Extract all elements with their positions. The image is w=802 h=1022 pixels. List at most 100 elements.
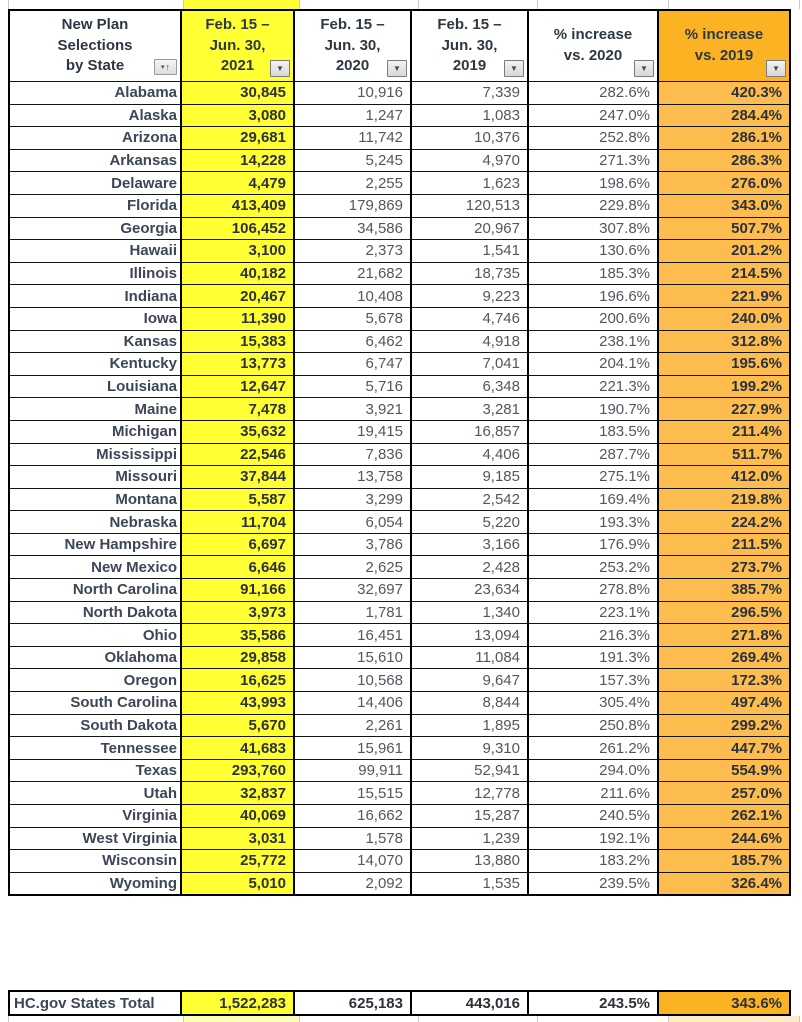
state-cell[interactable]: Wisconsin [8,849,182,873]
value-2020-cell[interactable]: 14,406 [293,691,412,715]
pct-2019-cell[interactable]: 199.2% [657,374,791,399]
header-pct-vs-2020-column[interactable]: % increase vs. 2020 ▼ [527,9,659,82]
pct-2020-cell[interactable]: 192.1% [527,826,659,851]
pct-2019-cell[interactable]: 420.3% [657,81,791,105]
value-2019-cell[interactable]: 4,970 [410,148,529,173]
pct-2020-cell[interactable]: 247.0% [527,103,659,128]
pct-2019-cell[interactable]: 240.0% [657,306,791,331]
total-2019-cell[interactable]: 443,016 [410,990,529,1016]
pct-2019-cell[interactable]: 286.1% [657,126,791,150]
pct-2020-cell[interactable]: 204.1% [527,352,659,376]
pct-2019-cell[interactable]: 385.7% [657,578,791,602]
state-cell[interactable]: Virginia [8,804,182,828]
state-cell[interactable]: Nebraska [8,510,182,534]
value-2020-cell[interactable]: 2,373 [293,239,412,263]
total-2020-cell[interactable]: 625,183 [293,990,412,1016]
total-2021-cell[interactable]: 1,522,283 [180,990,295,1016]
header-2019-column[interactable]: Feb. 15 – Jun. 30, 2019 ▼ [410,9,529,82]
state-cell[interactable]: Alabama [8,81,182,105]
pct-2019-cell[interactable]: 326.4% [657,871,791,896]
value-2021-cell[interactable]: 16,625 [180,668,295,693]
state-cell[interactable]: Alaska [8,103,182,128]
state-cell[interactable]: Wyoming [8,871,182,896]
state-cell[interactable]: New Hampshire [8,532,182,557]
state-cell[interactable]: West Virginia [8,826,182,851]
value-2019-cell[interactable]: 11,084 [410,645,529,670]
value-2019-cell[interactable]: 1,340 [410,600,529,625]
pct-2020-cell[interactable]: 239.5% [527,871,659,896]
value-2020-cell[interactable]: 16,662 [293,804,412,828]
value-2021-cell[interactable]: 5,587 [180,487,295,512]
pct-2019-cell[interactable]: 273.7% [657,555,791,580]
pct-2019-cell[interactable]: 447.7% [657,736,791,760]
value-2019-cell[interactable]: 5,220 [410,510,529,534]
header-2020-column[interactable]: Feb. 15 – Jun. 30, 2020 ▼ [293,9,412,82]
value-2019-cell[interactable]: 13,094 [410,623,529,647]
pct-2020-cell[interactable]: 196.6% [527,284,659,308]
value-2019-cell[interactable]: 20,967 [410,216,529,241]
value-2021-cell[interactable]: 91,166 [180,578,295,602]
value-2019-cell[interactable]: 7,339 [410,81,529,105]
value-2019-cell[interactable]: 1,623 [410,171,529,195]
value-2020-cell[interactable]: 16,451 [293,623,412,647]
pct-2020-cell[interactable]: 287.7% [527,442,659,467]
pct-2020-cell[interactable]: 275.1% [527,465,659,489]
pct-2019-cell[interactable]: 276.0% [657,171,791,195]
value-2020-cell[interactable]: 179,869 [293,193,412,218]
value-2019-cell[interactable]: 23,634 [410,578,529,602]
value-2021-cell[interactable]: 4,479 [180,171,295,195]
value-2021-cell[interactable]: 29,681 [180,126,295,150]
value-2019-cell[interactable]: 2,542 [410,487,529,512]
value-2021-cell[interactable]: 5,670 [180,713,295,738]
pct-2020-cell[interactable]: 294.0% [527,758,659,783]
value-2020-cell[interactable]: 1,781 [293,600,412,625]
value-2021-cell[interactable]: 13,773 [180,352,295,376]
value-2020-cell[interactable]: 10,568 [293,668,412,693]
pct-2019-cell[interactable]: 214.5% [657,261,791,286]
pct-2020-cell[interactable]: 200.6% [527,306,659,331]
pct-2020-cell[interactable]: 305.4% [527,691,659,715]
pct-2019-cell[interactable]: 269.4% [657,645,791,670]
value-2020-cell[interactable]: 14,070 [293,849,412,873]
pct-2020-cell[interactable]: 193.3% [527,510,659,534]
value-2021-cell[interactable]: 20,467 [180,284,295,308]
pct-2020-cell[interactable]: 261.2% [527,736,659,760]
filter-dropdown-button[interactable]: ▼ [504,60,524,77]
value-2021-cell[interactable]: 41,683 [180,736,295,760]
pct-2020-cell[interactable]: 185.3% [527,261,659,286]
value-2020-cell[interactable]: 5,678 [293,306,412,331]
value-2021-cell[interactable]: 12,647 [180,374,295,399]
value-2020-cell[interactable]: 15,610 [293,645,412,670]
filter-dropdown-button[interactable]: ▼ [387,60,407,77]
value-2020-cell[interactable]: 15,515 [293,781,412,805]
value-2020-cell[interactable]: 2,255 [293,171,412,195]
pct-2020-cell[interactable]: 250.8% [527,713,659,738]
pct-2019-cell[interactable]: 271.8% [657,623,791,647]
value-2020-cell[interactable]: 99,911 [293,758,412,783]
state-cell[interactable]: Delaware [8,171,182,195]
total-pct-2019-cell[interactable]: 343.6% [657,990,791,1016]
value-2021-cell[interactable]: 106,452 [180,216,295,241]
pct-2019-cell[interactable]: 257.0% [657,781,791,805]
value-2020-cell[interactable]: 19,415 [293,419,412,444]
value-2020-cell[interactable]: 11,742 [293,126,412,150]
value-2021-cell[interactable]: 14,228 [180,148,295,173]
state-cell[interactable]: Hawaii [8,239,182,263]
value-2020-cell[interactable]: 6,054 [293,510,412,534]
value-2020-cell[interactable]: 5,245 [293,148,412,173]
value-2021-cell[interactable]: 35,586 [180,623,295,647]
state-cell[interactable]: Michigan [8,419,182,444]
pct-2019-cell[interactable]: 299.2% [657,713,791,738]
state-cell[interactable]: Ohio [8,623,182,647]
state-cell[interactable]: Illinois [8,261,182,286]
state-cell[interactable]: Oklahoma [8,645,182,670]
value-2019-cell[interactable]: 3,166 [410,532,529,557]
pct-2019-cell[interactable]: 286.3% [657,148,791,173]
state-cell[interactable]: Utah [8,781,182,805]
value-2021-cell[interactable]: 11,390 [180,306,295,331]
header-state-column[interactable]: New Plan Selections by State ▾ ↑ [8,9,182,82]
filter-dropdown-button[interactable]: ▼ [270,60,290,77]
state-cell[interactable]: Kentucky [8,352,182,376]
pct-2019-cell[interactable]: 227.9% [657,397,791,421]
pct-2020-cell[interactable]: 238.1% [527,329,659,354]
